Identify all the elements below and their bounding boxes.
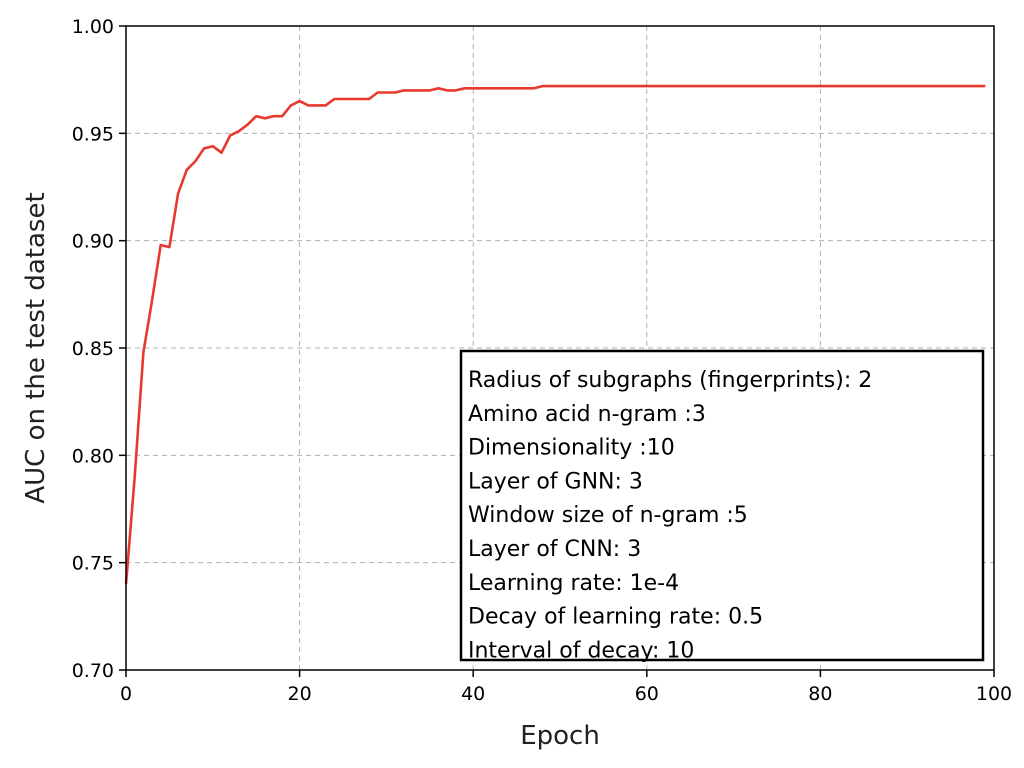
annotation-line: Interval of decay: 10 bbox=[468, 638, 694, 663]
x-tick-label: 20 bbox=[288, 683, 312, 705]
x-tick-label: 60 bbox=[635, 683, 659, 705]
x-axis-title: Epoch bbox=[520, 721, 600, 751]
plot-frame bbox=[125, 25, 995, 671]
annotation-line: Layer of GNN: 3 bbox=[468, 469, 643, 494]
x-tick-label: 40 bbox=[461, 683, 485, 705]
y-tick-label: 0.90 bbox=[72, 231, 114, 253]
annotation-line: Amino acid n-gram :3 bbox=[468, 402, 706, 427]
x-tick-label: 80 bbox=[808, 683, 832, 705]
y-tick-label: 0.85 bbox=[72, 338, 114, 360]
annotation-line: Layer of CNN: 3 bbox=[468, 537, 641, 562]
y-tick-label: 0.95 bbox=[72, 123, 114, 145]
annotation-line: Learning rate: 1e-4 bbox=[468, 571, 679, 596]
x-tick-label: 100 bbox=[976, 683, 1012, 705]
hyperparameter-legend-box: Radius of subgraphs (fingerprints): 2 Ami… bbox=[459, 349, 985, 663]
series-layer bbox=[124, 84, 986, 585]
annotation-line: Decay of learning rate: 0.5 bbox=[468, 605, 763, 630]
annotation-line: Window size of n-gram :5 bbox=[468, 503, 748, 528]
axis-ticks: 0 20 40 60 80 100 0.70 0.75 0.80 0.85 0.90 0.95 1.00 bbox=[72, 16, 1012, 705]
auc-series-line bbox=[124, 84, 986, 585]
x-tick-label: 0 bbox=[120, 683, 132, 705]
y-tick-label: 0.70 bbox=[72, 660, 114, 682]
y-tick-label: 0.75 bbox=[72, 553, 114, 575]
annotation-box bbox=[459, 349, 985, 662]
y-axis-title: AUC on the test dataset bbox=[21, 192, 51, 503]
y-tick-label: 1.00 bbox=[72, 16, 114, 38]
y-tick-label: 0.80 bbox=[72, 445, 114, 467]
annotation-line: Dimensionality :10 bbox=[468, 436, 675, 461]
annotation-line: Radius of subgraphs (fingerprints): 2 bbox=[468, 368, 872, 393]
